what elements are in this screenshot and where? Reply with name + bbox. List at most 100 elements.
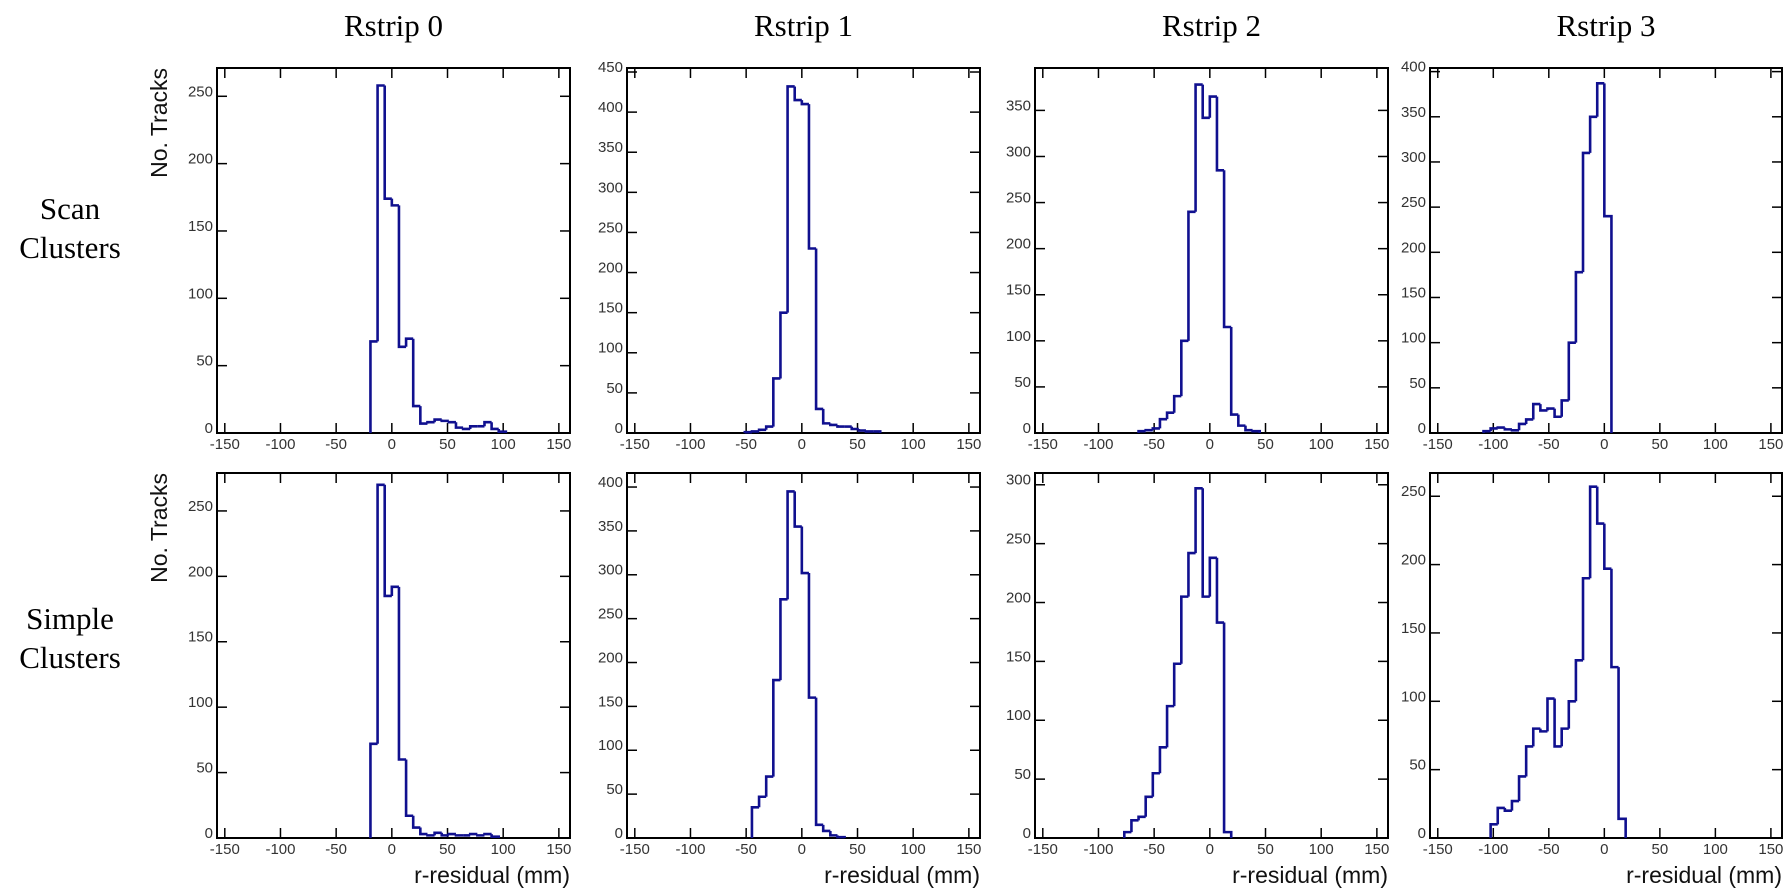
histogram-bin: [757, 795, 767, 808]
x-tick-label: 0: [798, 436, 806, 453]
histogram-bin: [383, 484, 392, 598]
histogram-bin: [1222, 622, 1233, 838]
plot-frame: [626, 472, 981, 839]
y-tick-label: 350: [1006, 97, 1031, 114]
x-tick-label: 100: [1703, 436, 1728, 453]
histogram-bin: [383, 85, 392, 200]
histogram-bin: [1165, 704, 1175, 748]
histogram-bin: [1517, 422, 1527, 431]
histogram-bin: [447, 832, 456, 836]
plot-frame: [216, 67, 571, 434]
y-tick-label: 150: [598, 300, 623, 317]
histogram-bin: [1137, 429, 1146, 433]
histogram-bin: [376, 84, 385, 342]
histogram-bin: [807, 104, 817, 250]
histogram-bin: [461, 427, 471, 431]
histogram-bin: [1489, 823, 1498, 838]
y-tick-label: 250: [598, 606, 623, 623]
histogram-bin: [793, 491, 802, 528]
x-tick-label: 150: [546, 841, 571, 858]
histogram-bin: [1603, 83, 1613, 433]
histogram-bin: [426, 420, 435, 424]
histogram-bin: [411, 815, 421, 829]
x-axis-label: r-residual (mm): [824, 862, 980, 888]
histogram-bin: [369, 340, 378, 433]
y-tick-label: 350: [598, 139, 623, 156]
histogram-bin: [764, 775, 774, 797]
histogram-bin: [1172, 394, 1182, 413]
y-tick-label: 100: [188, 285, 213, 302]
histogram-bin: [1201, 488, 1210, 598]
y-tick-label: 50: [606, 380, 623, 397]
histogram-bin: [433, 831, 442, 836]
histogram-bin: [1229, 327, 1239, 416]
x-tick-label: -50: [325, 841, 347, 858]
x-tick-label: -100: [1478, 436, 1508, 453]
x-tick-label: -50: [1538, 841, 1560, 858]
y-tick-label: 400: [598, 99, 623, 116]
y-tick-label: 50: [1409, 757, 1426, 774]
x-tick-label: -150: [620, 841, 650, 858]
histogram-bin: [1482, 429, 1491, 433]
y-tick-label: 200: [1006, 589, 1031, 606]
x-tick-label: -50: [735, 841, 757, 858]
histogram-bin: [1567, 341, 1576, 401]
x-tick-label: 0: [1600, 841, 1608, 858]
x-tick-label: -150: [1028, 841, 1058, 858]
x-tick-label: 150: [956, 841, 981, 858]
y-tick-label: 0: [615, 825, 623, 842]
x-tick-label: -100: [1478, 841, 1508, 858]
histogram-bin: [1595, 82, 1605, 117]
y-tick-label: 0: [205, 825, 213, 842]
y-tick-label: 100: [1401, 330, 1426, 347]
histogram-bin: [1546, 407, 1555, 411]
column-title: Rstrip 0: [344, 8, 443, 43]
histogram-bin: [419, 827, 428, 836]
x-tick-label: -150: [1028, 436, 1058, 453]
histogram-bin: [1503, 807, 1512, 812]
y-tick-label: 300: [1401, 149, 1426, 166]
histogram-bin: [1617, 667, 1627, 838]
y-tick-label: 0: [1023, 420, 1031, 437]
histogram-bin: [454, 834, 464, 837]
histogram-bin: [1595, 486, 1605, 525]
histogram-bin: [1581, 576, 1591, 661]
y-tick-label: 300: [598, 562, 623, 579]
histogram-bin: [821, 824, 831, 833]
column-title: Rstrip 1: [754, 8, 853, 43]
row-label: Simple Clusters: [19, 601, 121, 675]
y-tick-label: 150: [1401, 284, 1426, 301]
y-tick-label: 150: [598, 693, 623, 710]
x-tick-label: 0: [1206, 841, 1214, 858]
histogram-bin: [1237, 414, 1246, 427]
x-tick-label: 150: [1364, 841, 1389, 858]
histogram-bin: [1180, 339, 1189, 397]
histogram-bin: [1524, 418, 1534, 424]
histogram-bin: [1123, 830, 1132, 838]
histogram-bin: [743, 430, 752, 434]
x-tick-label: -150: [210, 436, 240, 453]
x-tick-label: 150: [1364, 436, 1389, 453]
y-tick-label: 150: [1401, 620, 1426, 637]
plot-frame: [626, 67, 981, 434]
histogram-bin: [419, 406, 428, 425]
y-tick-label: 250: [598, 219, 623, 236]
y-tick-label: 300: [1006, 143, 1031, 160]
x-tick-label: 0: [388, 841, 396, 858]
y-tick-label: 250: [1006, 531, 1031, 548]
histogram-bin: [786, 490, 795, 600]
histogram-bin: [1151, 771, 1160, 797]
histogram-bin: [1151, 427, 1160, 431]
x-tick-label: -50: [325, 436, 347, 453]
histogram-bin: [490, 422, 499, 431]
x-tick-label: -50: [1143, 841, 1165, 858]
histogram-bin: [468, 832, 478, 836]
y-axis-label: No. Tracks: [146, 473, 172, 583]
histogram-bin: [433, 418, 442, 423]
histogram-bin: [1610, 568, 1619, 669]
histogram-bin: [1539, 728, 1548, 733]
histogram-bin: [1158, 417, 1168, 429]
x-tick-label: 0: [1206, 436, 1214, 453]
plot-frame: [216, 472, 571, 839]
